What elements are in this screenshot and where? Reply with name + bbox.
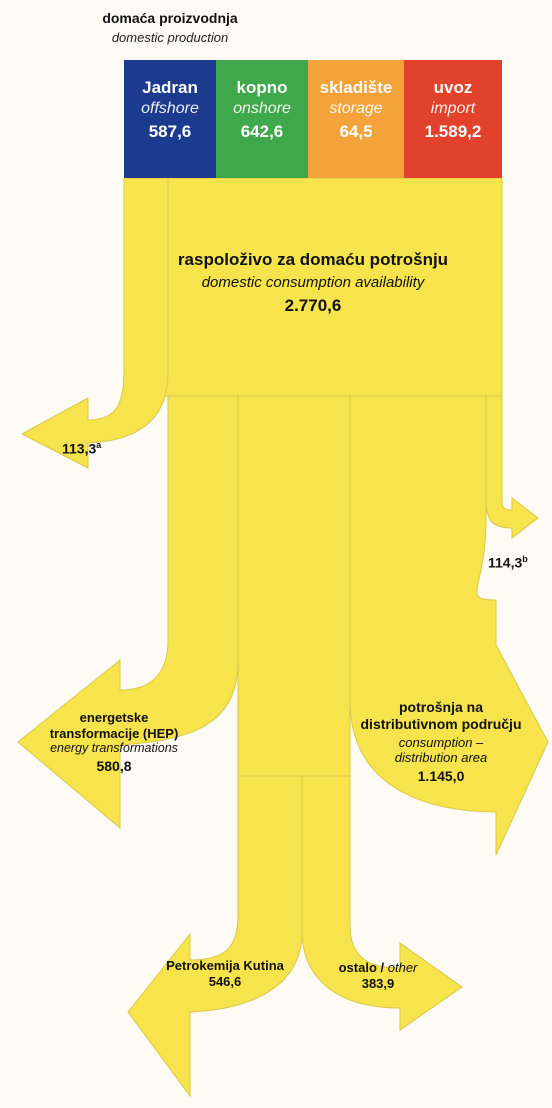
distribution-label-en-2: distribution area [394, 750, 488, 766]
availability-block [123, 177, 503, 397]
petrokemija-flow-arrow [127, 775, 303, 1098]
source-storage-name: skladište [319, 78, 393, 97]
other-label-en: other [387, 960, 418, 975]
source-import-name: uvoz [433, 78, 473, 97]
distribution-label-en-1: consumption – [398, 734, 484, 750]
distribution-value: 1.145,0 [417, 767, 465, 784]
source-import-name-en: import [430, 100, 476, 117]
header-title: domaća proizvodnja [102, 10, 238, 26]
outflow-b-value: 114,3 [488, 554, 523, 571]
source-storage: skladište storage 64,5 [308, 60, 404, 178]
source-offshore: Jadran offshore 587,6 [124, 60, 216, 178]
other-label: ostalo / [338, 960, 385, 975]
petrokemija-value: 546,6 [208, 973, 242, 989]
other-flow-arrow [301, 775, 463, 1031]
source-offshore-name: Jadran [142, 78, 198, 97]
distribution-flow-arrow [349, 395, 549, 856]
distribution-label-2: distributivnom području [360, 715, 522, 732]
energy-label-group: energetske transformacije (HEP) energy t… [30, 710, 198, 775]
outflow-a-label: 113,3a [62, 440, 101, 457]
source-onshore-name: kopno [236, 78, 288, 97]
availability-label: raspoloživo za domaću potrošnju [177, 250, 449, 269]
source-onshore-value: 642,6 [240, 122, 284, 141]
outflow-a-note: a [96, 440, 102, 450]
source-storage-value: 64,5 [339, 122, 373, 141]
source-import: uvoz import 1.589,2 [404, 60, 502, 178]
distribution-label-1: potrošnja na [398, 699, 483, 715]
availability-label-group: raspoloživo za domaću potrošnju domestic… [124, 250, 502, 317]
source-onshore-name-en: onshore [233, 100, 291, 117]
availability-label-en: domestic consumption availability [201, 274, 425, 292]
petrokemija-label: Petrokemija Kutina [166, 958, 284, 973]
source-offshore-name-en: offshore [141, 100, 199, 117]
outflow-b-arrow [485, 395, 539, 540]
availability-value: 2.770,6 [284, 296, 342, 316]
energy-label-en: energy transformations [50, 741, 178, 756]
outflow-a-value: 113,3 [62, 440, 97, 457]
header-subtitle: domestic production [111, 30, 229, 45]
source-storage-name-en: storage [329, 100, 383, 117]
energy-value: 580,8 [96, 758, 132, 775]
outflow-a-arrow [20, 177, 169, 469]
source-import-value: 1.589,2 [424, 122, 482, 141]
energy-label-1: energetske [79, 710, 149, 725]
source-onshore: kopno onshore 642,6 [216, 60, 308, 178]
petrokemija-label-group: Petrokemija Kutina 546,6 [150, 958, 300, 989]
outflow-b-label: 114,3b [488, 554, 528, 571]
outflow-b-note: b [522, 554, 528, 564]
other-label-group: ostalo / other 383,9 [318, 960, 438, 991]
trunk-block [237, 395, 351, 777]
other-label-line: ostalo / other [318, 960, 438, 976]
other-value: 383,9 [361, 975, 395, 991]
energy-flow-arrow [17, 395, 239, 830]
distribution-label-group: potrošnja na distributivnom području con… [352, 699, 530, 785]
source-offshore-value: 587,6 [148, 122, 192, 141]
energy-label-2: transformacije (HEP) [49, 725, 179, 741]
